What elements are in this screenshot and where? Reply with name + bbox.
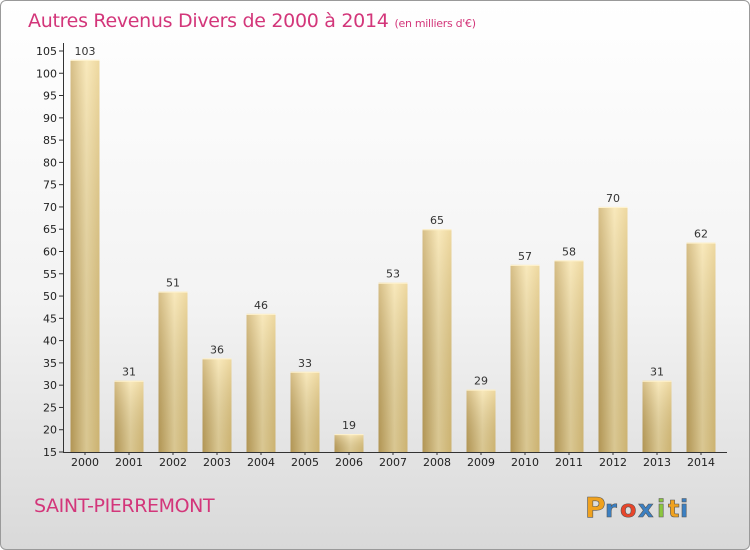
data-label: 36 — [210, 343, 224, 356]
bar-2000 — [70, 59, 100, 453]
bar-shade — [510, 264, 540, 452]
x-tick-label: 2014 — [687, 456, 715, 469]
title-unit: (en milliers d'€) — [394, 17, 476, 30]
y-tick-label: 75 — [43, 179, 57, 192]
bar-2008 — [422, 229, 452, 452]
chart-title: Autres Revenus Divers de 2000 à 2014 (en … — [28, 10, 476, 32]
x-tick-label: 2005 — [291, 456, 319, 469]
bar-shade — [158, 291, 188, 452]
bar-2003 — [202, 358, 232, 452]
bar-2013 — [642, 380, 672, 452]
logo-letter: r — [605, 495, 617, 523]
bar-shade — [202, 358, 232, 452]
data-label: 31 — [122, 366, 136, 379]
y-tick-label: 45 — [43, 312, 57, 325]
data-label: 57 — [518, 250, 532, 263]
data-label: 62 — [694, 228, 708, 241]
y-tick-label: 60 — [43, 246, 57, 259]
data-label: 51 — [166, 277, 180, 290]
logo-letter: P — [585, 491, 606, 524]
x-tick-label: 2001 — [115, 456, 143, 469]
bar-shade — [70, 59, 100, 453]
logo-letter: o — [620, 495, 637, 523]
bar-shade — [378, 282, 408, 452]
y-tick-label: 55 — [43, 268, 57, 281]
commune-name: SAINT-PIERREMONT — [34, 495, 215, 517]
bar-2014 — [686, 242, 716, 452]
x-tick-label: 2003 — [203, 456, 231, 469]
x-tick-label: 2000 — [71, 456, 99, 469]
bar-2012 — [598, 206, 628, 452]
bar-2006 — [334, 434, 364, 452]
y-tick-label: 90 — [43, 112, 57, 125]
data-label: 31 — [650, 366, 664, 379]
y-tick-label: 35 — [43, 357, 57, 370]
bar-2007 — [378, 282, 408, 452]
bar-shade — [334, 434, 364, 452]
bar-2002 — [158, 291, 188, 452]
bar-2010 — [510, 264, 540, 452]
data-label: 53 — [386, 268, 400, 281]
bar-shade — [598, 206, 628, 452]
logo-letter: x — [638, 495, 654, 523]
data-label: 33 — [298, 357, 312, 370]
data-label: 65 — [430, 214, 444, 227]
x-tick-label: 2002 — [159, 456, 187, 469]
y-tick-label: 25 — [43, 401, 57, 414]
y-tick-label: 80 — [43, 156, 57, 169]
y-tick-label: 50 — [43, 290, 57, 303]
data-label: 58 — [562, 245, 576, 258]
y-tick-label: 70 — [43, 201, 57, 214]
bar-shade — [686, 242, 716, 452]
y-tick-label: 105 — [36, 45, 57, 58]
x-tick-label: 2010 — [511, 456, 539, 469]
y-tick-label: 30 — [43, 379, 57, 392]
x-tick-label: 2012 — [599, 456, 627, 469]
data-label: 46 — [254, 299, 268, 312]
data-label: 103 — [75, 45, 96, 58]
y-tick-label: 85 — [43, 134, 57, 147]
bar-shade — [246, 313, 276, 452]
bar-shade — [466, 389, 496, 452]
x-tick-label: 2011 — [555, 456, 583, 469]
y-tick-label: 65 — [43, 223, 57, 236]
y-tick-label: 40 — [43, 335, 57, 348]
y-tick-label: 100 — [36, 67, 57, 80]
y-tick-label: 20 — [43, 424, 57, 437]
bar-shade — [554, 260, 584, 452]
bar-shade — [114, 380, 144, 452]
title-text: Autres Revenus Divers de 2000 à 2014 — [28, 10, 389, 32]
bar-2011 — [554, 260, 584, 452]
x-tick-label: 2013 — [643, 456, 671, 469]
logo-letter: i — [657, 495, 665, 523]
data-label: 29 — [474, 375, 488, 388]
bar-2004 — [246, 313, 276, 452]
x-tick-label: 2006 — [335, 456, 363, 469]
bar-shade — [422, 229, 452, 452]
y-tick-label: 15 — [43, 446, 57, 459]
data-label: 70 — [606, 192, 620, 205]
logo-letter: i — [680, 495, 688, 523]
bar-shade — [642, 380, 672, 452]
x-tick-label: 2008 — [423, 456, 451, 469]
data-label: 19 — [342, 419, 356, 432]
logo-letter: t — [668, 495, 679, 523]
bar-shade — [290, 371, 320, 452]
bar-2009 — [466, 389, 496, 452]
x-tick-label: 2004 — [247, 456, 275, 469]
x-tick-label: 2007 — [379, 456, 407, 469]
x-tick-label: 2009 — [467, 456, 495, 469]
y-tick-label: 95 — [43, 90, 57, 103]
bar-2005 — [290, 371, 320, 452]
bar-2001 — [114, 380, 144, 452]
